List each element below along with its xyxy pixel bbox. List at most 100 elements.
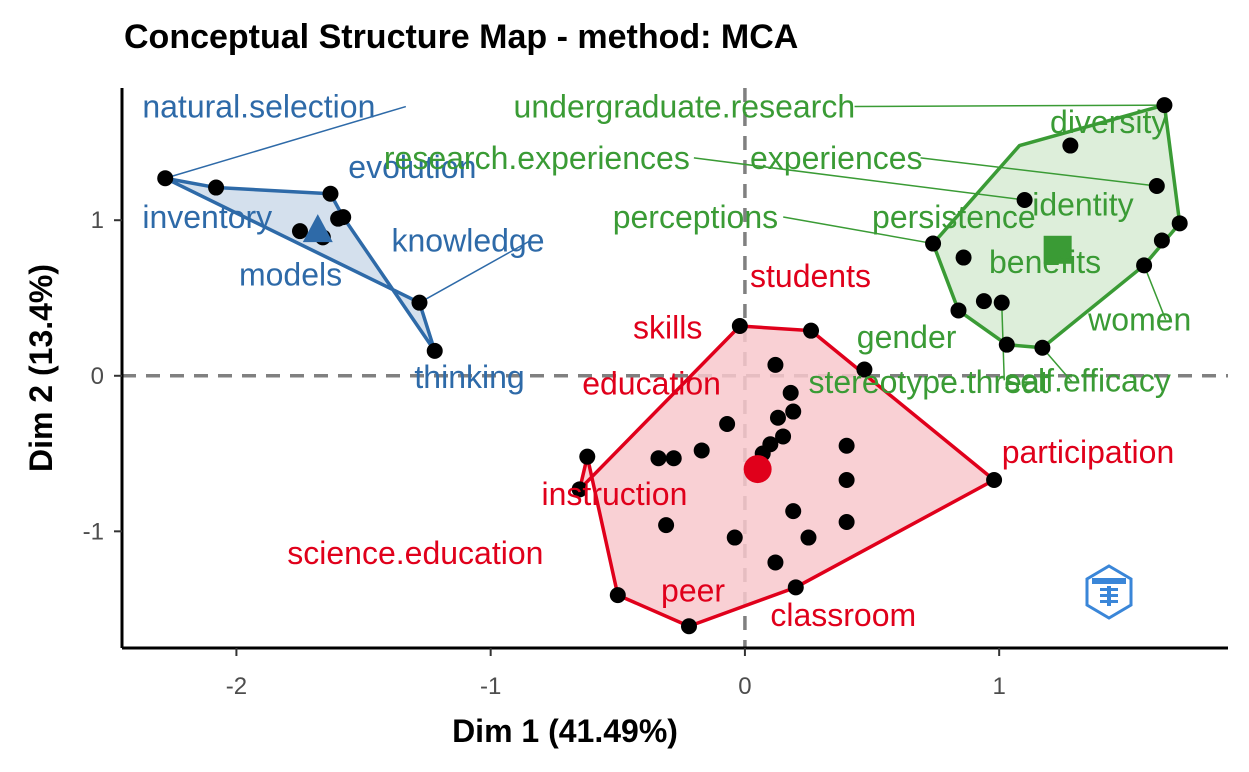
data-point [838,472,855,488]
point-label: instruction [542,476,688,512]
point-label: gender [857,319,957,355]
label-connector [1143,265,1167,320]
data-point [571,481,588,498]
point-label: education [582,365,721,401]
data-point [1062,137,1079,154]
cluster-centroid-square [1043,235,1072,264]
label-connector [419,239,532,304]
point-label: research.experiences [384,140,690,176]
label-connector [783,216,934,245]
data-point [658,517,675,534]
point-label: peer [661,572,725,608]
x-tick-label: -1 [480,673,501,700]
data-point [993,294,1010,311]
y-tick-label: 1 [91,207,104,234]
data-point [785,503,802,520]
point-label: evolution [348,149,476,185]
x-tick-label: 1 [992,673,1005,700]
data-point [1153,232,1170,249]
data-point [208,179,225,196]
data-point [998,336,1015,353]
chart-title: Conceptual Structure Map - method: MCA [124,18,799,56]
label-connector [854,104,1165,108]
data-point [803,322,820,339]
data-point [726,529,743,546]
point-label: experiences [750,140,923,176]
data-point [680,618,697,635]
point-label: knowledge [392,222,545,258]
point-label: persistence [872,199,1036,235]
data-point [650,450,667,467]
point-label: stereotype.threat [808,364,1048,400]
point-label: inventory [142,199,272,235]
y-tick-label: 0 [91,363,104,390]
data-point [665,450,682,467]
point-label: identity [1032,187,1133,223]
point-label: classroom [770,597,916,633]
data-point [693,442,710,459]
data-point [975,293,992,310]
data-point [955,249,972,266]
cluster-centroid-circle [743,455,772,484]
point-labels: natural.selection evolution inventory knowl… [142,89,1191,634]
data-point [731,318,748,334]
data-point [1171,215,1188,232]
data-point [838,437,855,454]
data-point [291,223,308,240]
point-label: undergraduate.research [514,89,856,125]
point-label: diversity [1050,104,1167,140]
point-label: self.efficacy [1004,362,1171,398]
data-point [579,448,596,465]
data-point [769,409,786,426]
data-points [157,97,1188,635]
data-point [322,185,339,202]
point-label: students [750,258,871,294]
data-point [782,384,799,401]
data-point [787,579,804,596]
data-point [157,170,174,187]
data-point [609,587,626,604]
x-axis-title: Dim 1 (41.49%) [452,713,678,749]
data-point [800,529,817,546]
data-point [925,235,942,252]
point-label: science.education [287,535,543,571]
point-label: natural.selection [142,89,375,125]
y-axis-title: Dim 2 (13.4%) [23,264,59,472]
data-point [838,514,855,530]
data-point [719,416,736,432]
data-point [1136,257,1153,274]
data-point [986,472,1003,488]
label-connectors [165,104,1167,383]
point-label: perceptions [613,199,778,235]
data-point [1148,178,1165,194]
x-tick-label: 0 [738,673,751,700]
data-point [856,361,873,378]
label-connector [693,157,1025,201]
label-connector [920,157,1157,187]
data-point [767,356,784,373]
data-point [767,554,784,571]
bibliometrix-logo [1085,564,1133,620]
data-point [411,294,428,311]
data-point [330,210,347,227]
cluster-centroids [302,214,1072,484]
data-point [1016,192,1033,208]
cluster-centroid-triangle [302,214,333,243]
data-point [785,403,802,420]
data-point [1156,97,1173,114]
y-tick-label: -1 [83,518,104,545]
label-connector [165,105,407,179]
data-point [1034,339,1051,356]
axes: -2 -1 0 1 -1 0 1 Dim 1 (41.49%) Dim 2 (13.4%) [23,88,1228,749]
data-point [775,428,792,445]
data-point [426,342,443,359]
point-label: thinking [414,359,524,395]
data-point [950,302,967,319]
point-label: women [1087,302,1191,338]
point-label: participation [1002,434,1175,470]
point-label: skills [633,309,702,345]
point-label: benefits [989,244,1101,280]
x-tick-label: -2 [226,673,247,700]
point-label: models [239,257,342,293]
